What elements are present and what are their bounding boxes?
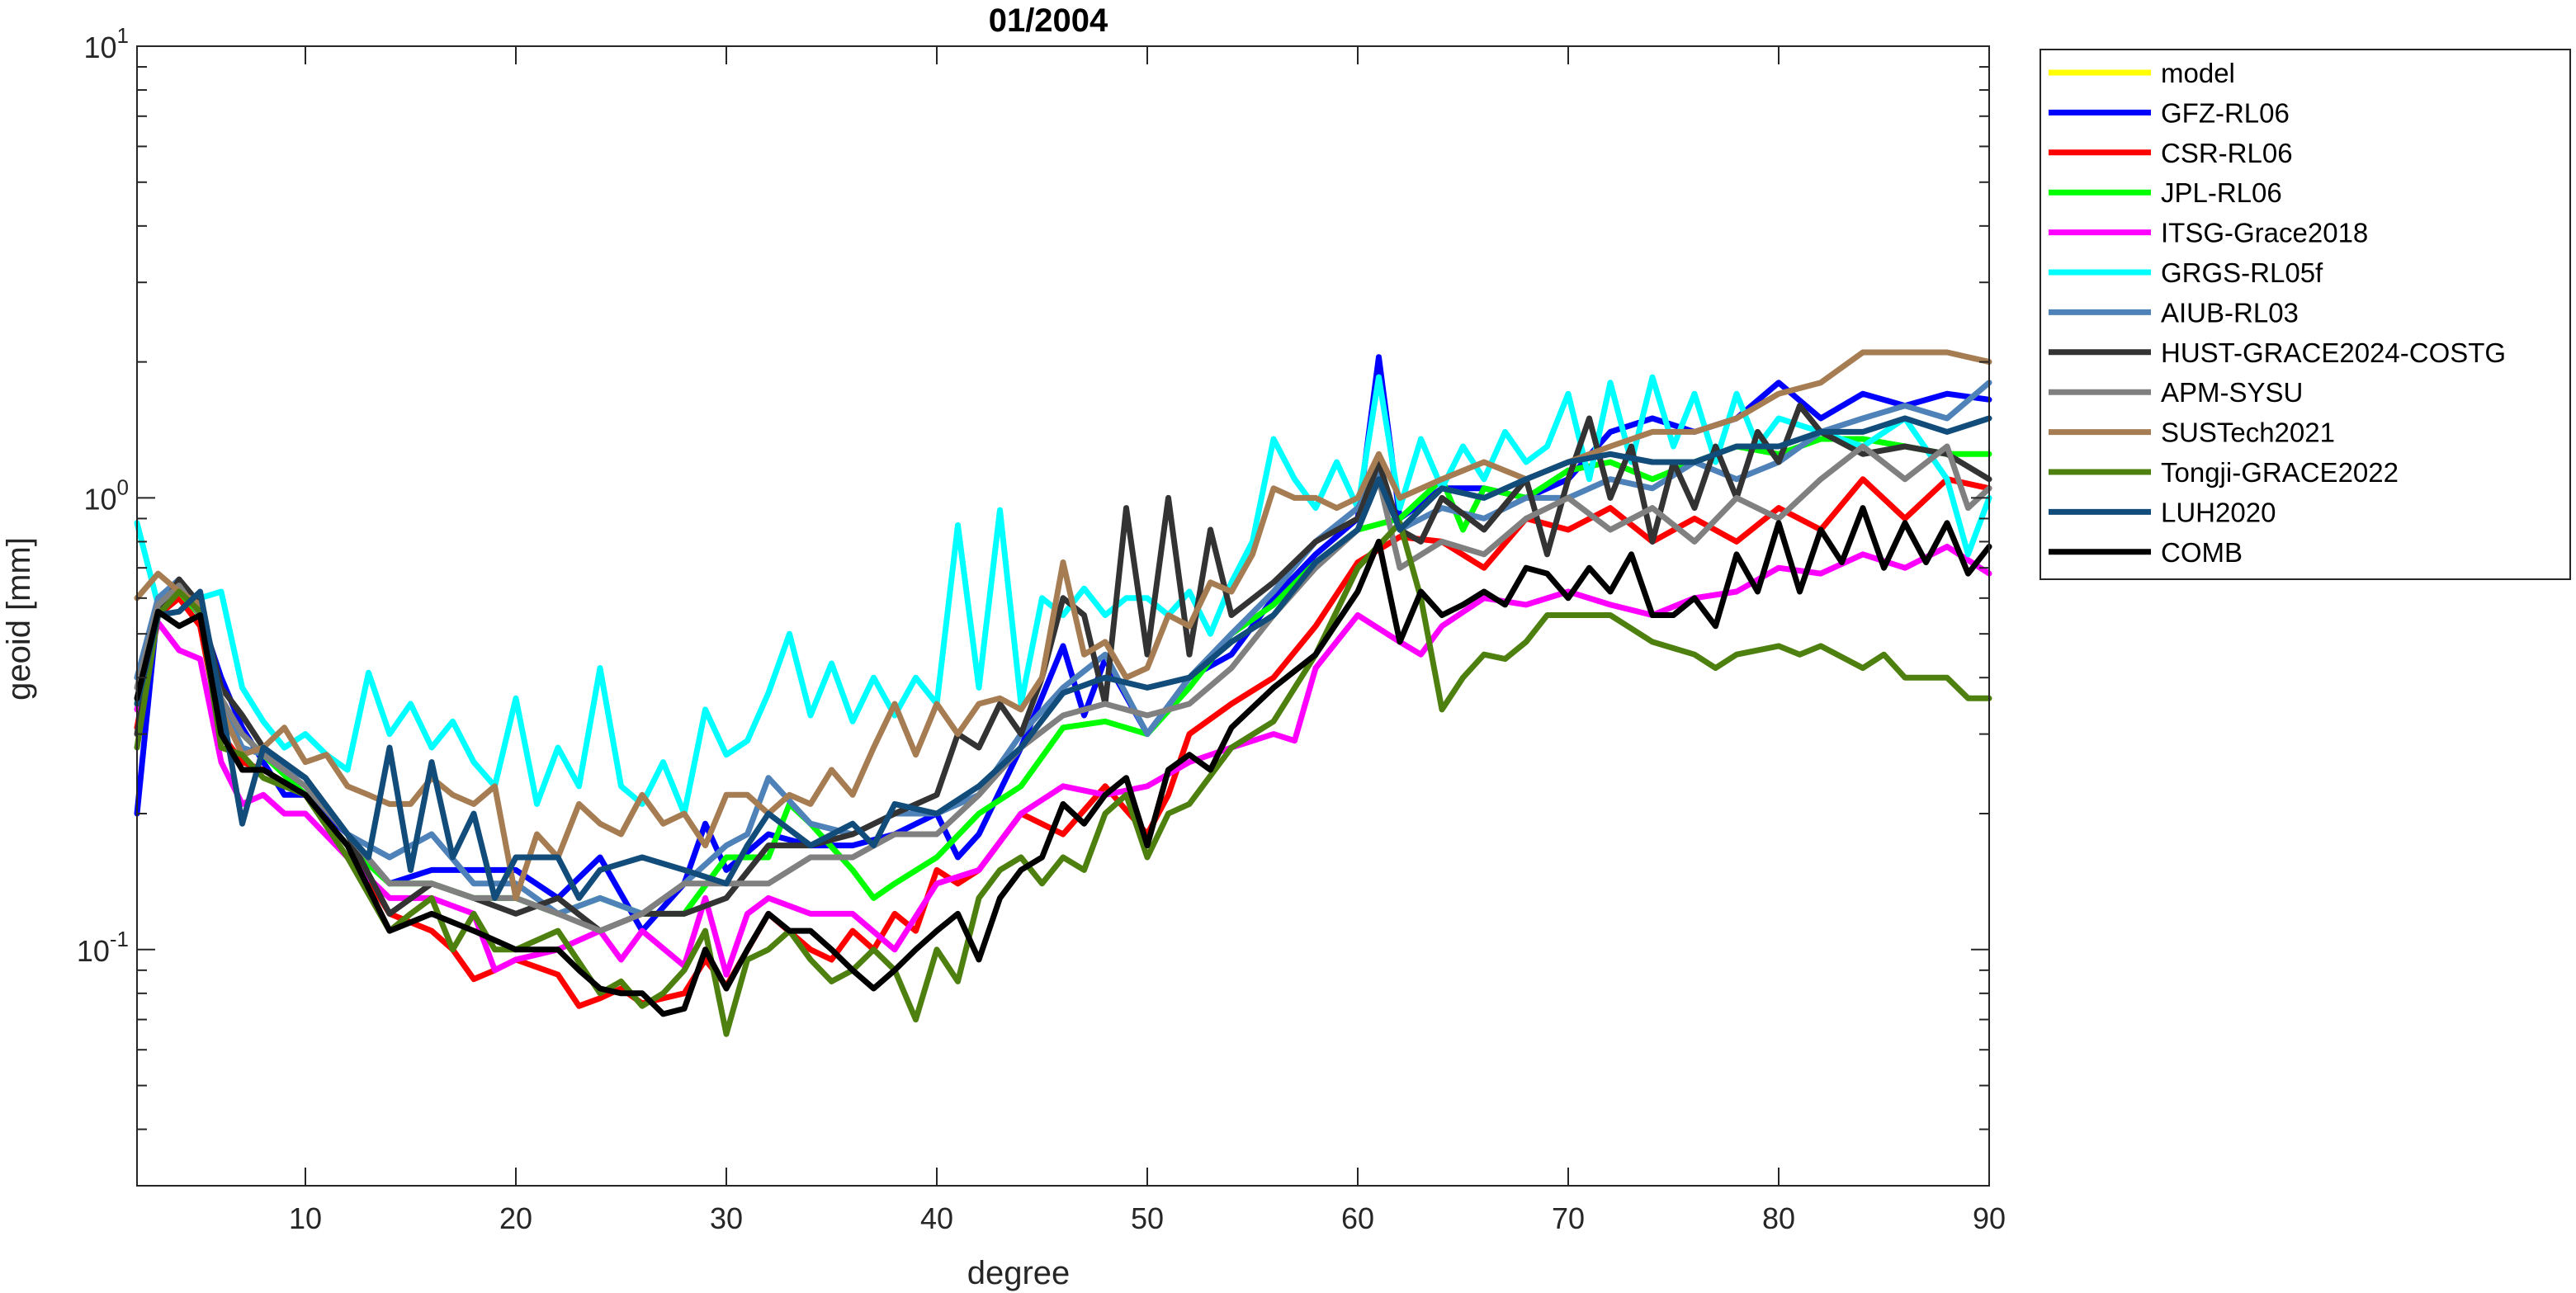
y-tick-label: 101 [83,23,129,64]
x-tick-label: 20 [499,1201,532,1235]
y-tick-label-base: 10 [77,934,110,968]
legend-label: JPL-RL06 [2161,177,2282,208]
legend-label: AIUB-RL03 [2161,297,2299,328]
legend-label: CSR-RL06 [2161,138,2293,168]
legend-label: ITSG-Grace2018 [2161,218,2368,248]
legend-label: GRGS-RL05f [2161,257,2323,288]
x-tick-label: 10 [289,1201,322,1235]
x-tick-label: 60 [1341,1201,1374,1235]
y-tick-label-exponent: 0 [117,474,129,499]
chart-title: 01/2004 [989,2,1108,39]
x-tick-label: 90 [1973,1201,2006,1235]
legend: model GFZ-RL06 CSR-RL06 JPL-RL06 ITSG-Grace2… [2040,49,2571,580]
x-tick-label: 70 [1552,1201,1585,1235]
series-layer [134,349,1992,1037]
legend-label: GFZ-RL06 [2161,97,2290,128]
x-tick-label: 40 [920,1201,953,1235]
y-tick-label: 100 [83,474,129,516]
y-tick-label: 10-1 [77,927,129,968]
series-line-12 [134,505,1992,1017]
y-tick-label-exponent: -1 [110,927,129,951]
legend-label: LUH2020 [2161,497,2276,527]
legend-label: SUSTech2021 [2161,418,2335,448]
y-tick-label-exponent: 1 [117,23,129,48]
x-tick-label: 30 [710,1201,743,1235]
y-tick-label-base: 10 [83,482,116,516]
legend-items: model GFZ-RL06 CSR-RL06 JPL-RL06 ITSG-Grace2… [2049,58,2506,568]
y-tick-label-base: 10 [83,31,116,64]
y-axis-label: geoid [mm] [1,537,37,701]
legend-label: Tongji-GRACE2022 [2161,457,2399,488]
x-tick-label: 50 [1131,1201,1164,1235]
legend-label: APM-SYSU [2161,377,2303,408]
series-line-10 [134,520,1992,1037]
legend-label: model [2161,58,2235,88]
x-axis-label: degree [967,1255,1071,1291]
x-axis: 10 20 30 40 50 60 70 80 90 [289,46,2006,1235]
legend-label: COMB [2161,537,2243,568]
series-line-11 [134,415,1992,901]
x-tick-label: 80 [1762,1201,1795,1235]
series-line-5 [134,374,1992,817]
series-line-2 [134,476,1992,1009]
plot-frame [136,45,1990,1187]
legend-label: HUST-GRACE2024-COSTG [2161,337,2506,368]
